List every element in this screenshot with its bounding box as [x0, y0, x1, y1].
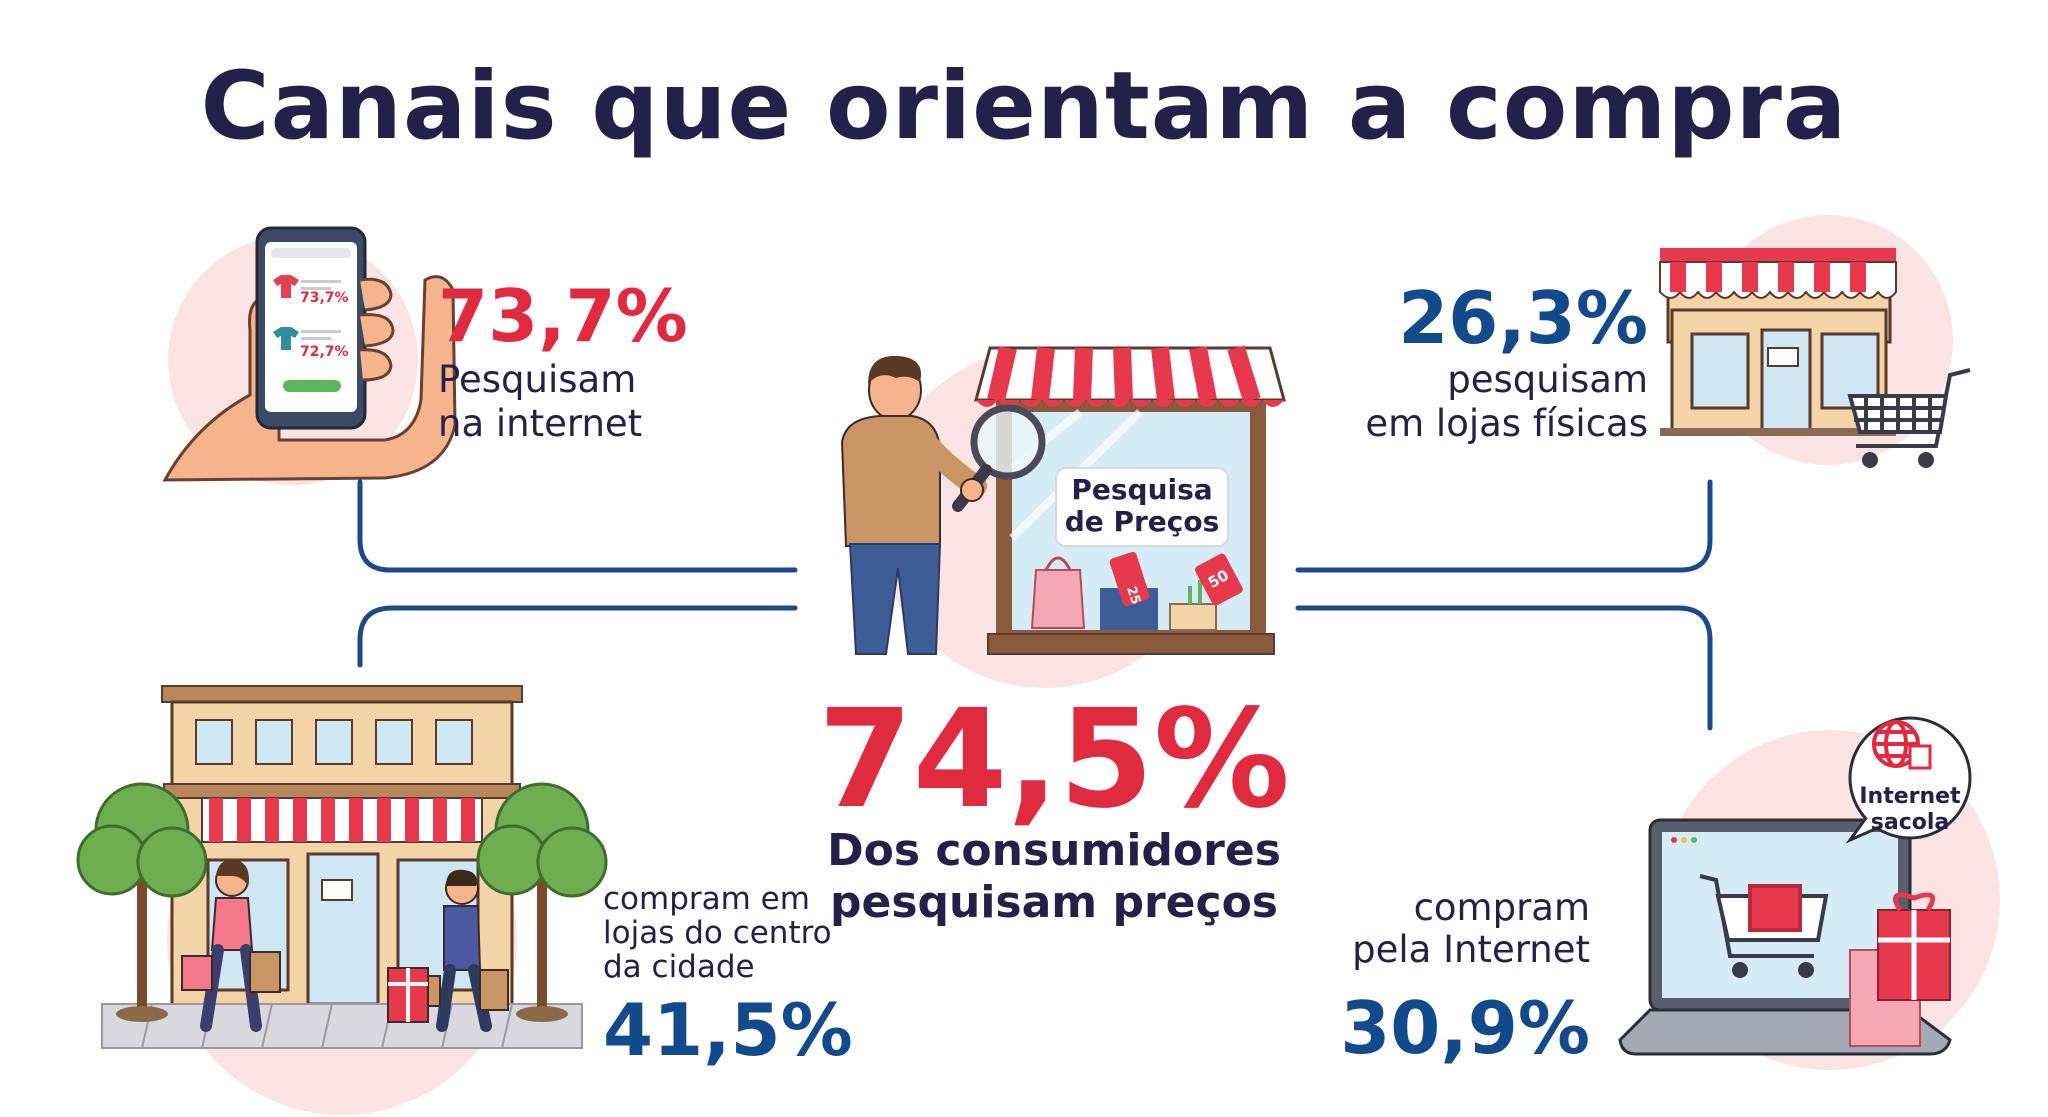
- top-right-label-2: em lojas físicas: [1365, 402, 1648, 445]
- shirt-red-icon: [273, 275, 299, 298]
- top-right-value: 26,3%: [1398, 276, 1648, 360]
- globe-icon: [1872, 720, 1920, 768]
- bottom-right-label-2: pela Internet: [1352, 928, 1590, 971]
- speech-bubble: [1845, 716, 1972, 844]
- box-tan-icon: [1169, 603, 1217, 631]
- bubble-line-1: Internet: [1859, 784, 1961, 809]
- phone-price-2: 72,7%: [300, 344, 349, 360]
- shopper-window-illustration: [840, 345, 1286, 688]
- city-door: [306, 852, 380, 1006]
- bubble-bag-icon: [1908, 744, 1932, 770]
- center-label-1: Dos consumidores: [827, 825, 1281, 876]
- store-cart-illustration: [1659, 215, 1971, 468]
- man-shopper-icon: [387, 869, 509, 1032]
- city-store-illustration: [76, 685, 608, 1115]
- bottom-left-label-1: compram em: [603, 881, 810, 917]
- top-left-label-2: na internet: [438, 402, 643, 445]
- person-legs: [848, 543, 942, 655]
- tree-right-icon: [476, 782, 608, 1022]
- magnifier-icon: [952, 404, 1046, 512]
- awning-icon: [1659, 248, 1897, 299]
- bottom-left-value: 41,5%: [603, 988, 853, 1072]
- bottom-right-value: 30,9%: [1340, 986, 1590, 1070]
- top-right-label-1: pesquisam: [1447, 358, 1648, 401]
- woman-shopper-icon: [181, 859, 281, 1032]
- sidewalk: [101, 1003, 583, 1049]
- bottom-left-label-3: da cidade: [603, 949, 755, 985]
- hand-icon: [162, 275, 457, 482]
- center-value: 74,5%: [818, 681, 1290, 839]
- tag-25-icon: [1109, 551, 1150, 607]
- top-left-label-1: Pesquisam: [438, 358, 637, 401]
- shopping-cart-icon: [1847, 368, 1971, 468]
- screen-cart-icon: [1699, 874, 1829, 978]
- store-door: [1760, 328, 1812, 432]
- phone-button: [283, 380, 341, 392]
- tree-left-icon: [76, 782, 208, 1022]
- tag-50-icon: [1194, 553, 1243, 606]
- bubble-line-2: sacola: [1870, 810, 1950, 835]
- price-sign-line-2: de Preços: [1064, 505, 1220, 538]
- center-label-2: pesquisam preços: [829, 877, 1278, 928]
- bottom-right-label-1: compram: [1413, 886, 1590, 929]
- top-left-value: 73,7%: [438, 274, 688, 358]
- price-sign-line-1: Pesquisa: [1071, 473, 1213, 506]
- center-awning-icon: [974, 345, 1286, 407]
- bag-icon: [1030, 569, 1086, 629]
- page-title: Canais que orientam a compra: [200, 52, 1848, 161]
- gift-boxes-icon: [1849, 892, 1951, 1047]
- phone-illustration: [162, 226, 457, 485]
- phone-price-1: 73,7%: [300, 290, 349, 306]
- shirt-teal-icon: [273, 327, 299, 350]
- city-awning-icon: [201, 797, 483, 843]
- price-sign: [1055, 467, 1229, 547]
- bottom-left-label-2: lojas do centro: [603, 915, 832, 951]
- laptop-illustration: [1618, 716, 2000, 1070]
